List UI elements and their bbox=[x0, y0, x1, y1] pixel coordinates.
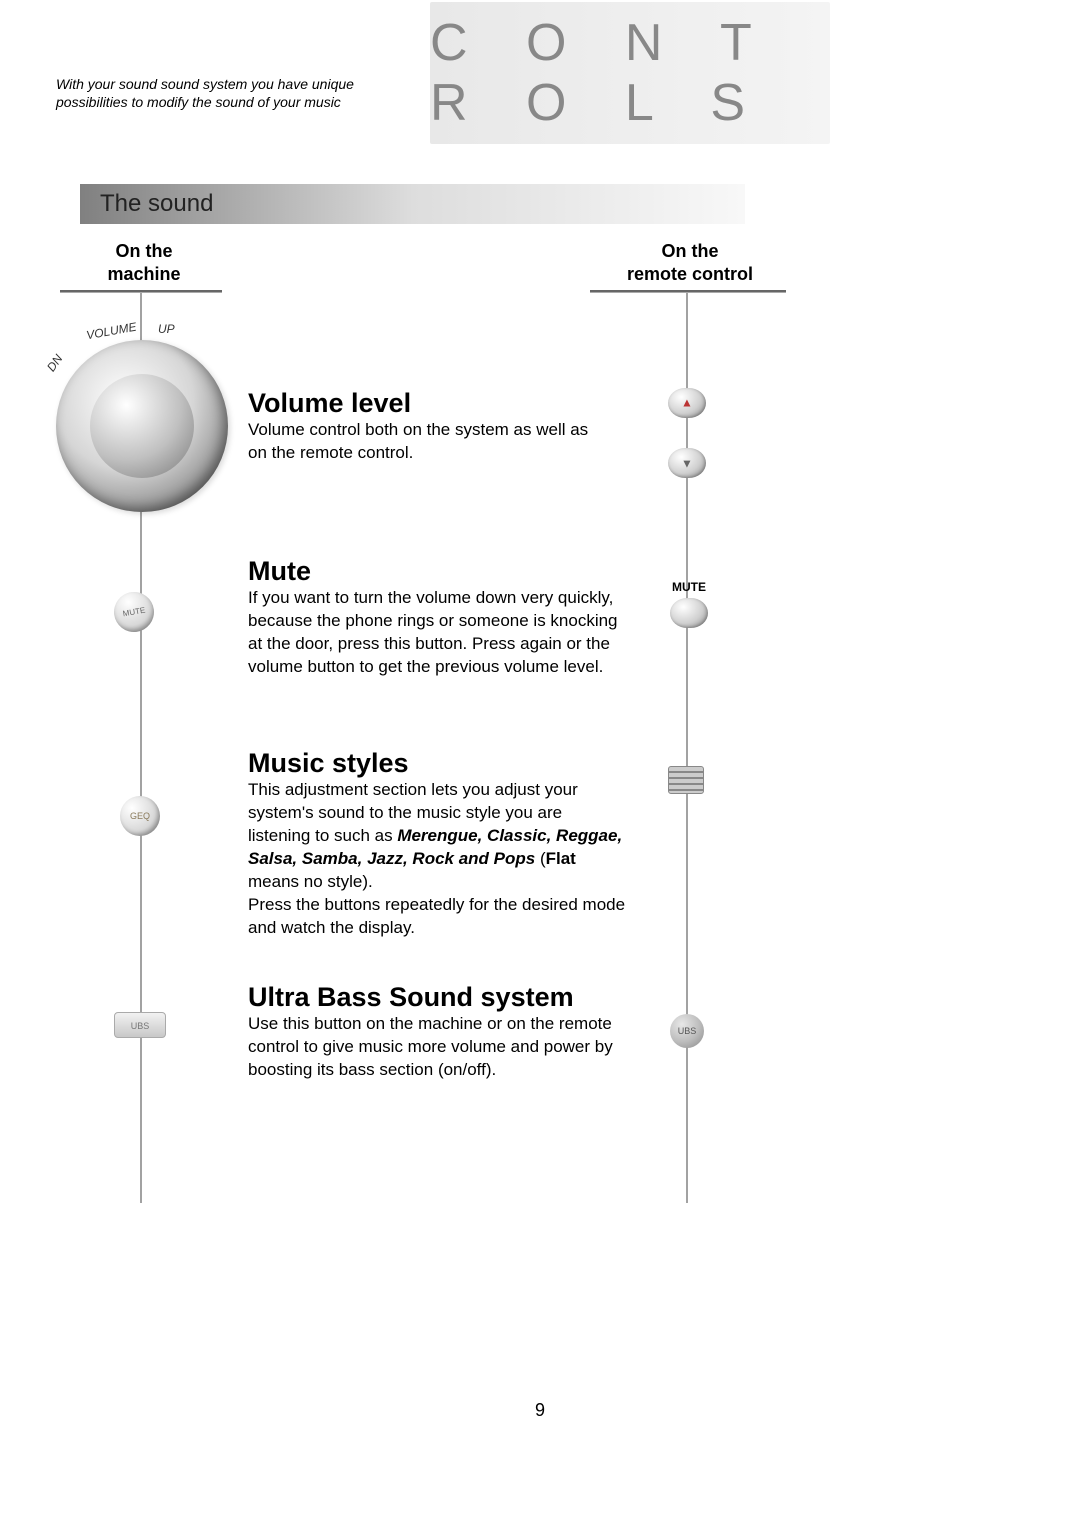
remote-mute-button[interactable] bbox=[670, 598, 708, 628]
music-styles-flat-rest: means no style). bbox=[248, 872, 373, 891]
dial-label-volume: VOLUME bbox=[85, 320, 137, 343]
machine-ubs-button[interactable]: UBS bbox=[114, 1012, 166, 1038]
machine-geq-button[interactable]: GEQ bbox=[120, 796, 160, 836]
section-header-sound: The sound bbox=[80, 184, 745, 224]
remote-eq-button[interactable] bbox=[668, 766, 704, 794]
volume-dial-inner bbox=[90, 374, 194, 478]
ubs-title: Ultra Bass Sound system bbox=[248, 982, 628, 1013]
music-styles-title: Music styles bbox=[248, 748, 628, 779]
col-label-machine-l1: On the bbox=[116, 241, 173, 261]
block-volume: Volume level Volume control both on the … bbox=[248, 388, 608, 465]
remote-volume-down-button[interactable]: ▼ bbox=[668, 448, 706, 478]
page-title: C O N T R O L S bbox=[430, 13, 830, 133]
col-label-machine-l2: machine bbox=[107, 264, 180, 284]
block-ubs: Ultra Bass Sound system Use this button … bbox=[248, 982, 628, 1082]
music-styles-flat-word: Flat bbox=[546, 849, 576, 868]
page-number: 9 bbox=[535, 1400, 545, 1421]
col-label-remote-l1: On the bbox=[662, 241, 719, 261]
block-mute: Mute If you want to turn the volume down… bbox=[248, 556, 618, 679]
mute-title: Mute bbox=[248, 556, 618, 587]
rule-line-right bbox=[686, 293, 688, 1203]
col-underline-remote bbox=[590, 290, 786, 293]
volume-body: Volume control both on the system as wel… bbox=[248, 419, 608, 465]
col-label-remote-l2: remote control bbox=[627, 264, 753, 284]
block-music-styles: Music styles This adjustment section let… bbox=[248, 748, 628, 940]
dial-label-up: UP bbox=[158, 322, 175, 336]
dial-label-dn: DN bbox=[44, 352, 65, 374]
remote-volume-up-button[interactable]: ▲ bbox=[668, 388, 706, 418]
intro-text: With your sound sound system you have un… bbox=[56, 75, 406, 111]
volume-title: Volume level bbox=[248, 388, 608, 419]
music-styles-body2: Press the buttons repeatedly for the des… bbox=[248, 895, 625, 937]
remote-mute-label: MUTE bbox=[672, 580, 706, 594]
col-label-remote: On the remote control bbox=[605, 240, 775, 287]
music-styles-flat-open: ( bbox=[535, 849, 545, 868]
remote-ubs-button[interactable]: UBS bbox=[670, 1014, 704, 1048]
title-bar: C O N T R O L S bbox=[430, 2, 830, 144]
music-styles-body: This adjustment section lets you adjust … bbox=[248, 779, 628, 940]
ubs-body: Use this button on the machine or on the… bbox=[248, 1013, 628, 1082]
col-label-machine: On the machine bbox=[84, 240, 204, 287]
mute-body: If you want to turn the volume down very… bbox=[248, 587, 618, 679]
machine-mute-button[interactable]: MUTE bbox=[110, 588, 159, 637]
